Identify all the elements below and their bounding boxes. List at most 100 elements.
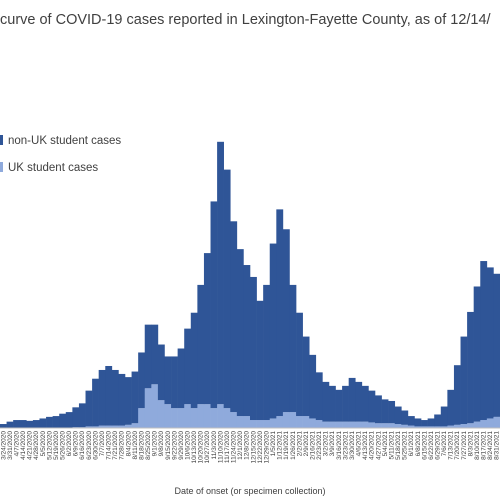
bar-segment	[177, 348, 185, 409]
x-tick-label: 6/16/2020	[79, 431, 86, 460]
x-tick-label: 4/7/2020	[13, 431, 20, 457]
bar-segment	[467, 423, 474, 428]
x-axis-label: Date of onset (or specimen collection)	[174, 486, 325, 496]
bar-segment	[59, 413, 67, 428]
x-tick-label: 3/2/2021	[323, 431, 330, 457]
x-tick-label: 12/1/2020	[237, 431, 244, 460]
bar-segment	[157, 344, 165, 401]
bar-segment	[421, 420, 428, 427]
x-tick-label: 3/9/2021	[329, 431, 336, 457]
bar-segment	[407, 425, 415, 428]
bar-segment	[434, 426, 442, 428]
bar-segment	[125, 424, 132, 428]
x-tick-label: 12/29/2020	[263, 431, 270, 464]
bar-segment	[13, 420, 21, 428]
bar-segment	[375, 423, 382, 428]
bar-segment	[460, 336, 468, 425]
x-tick-label: 2/16/2021	[310, 431, 317, 460]
bar-segment	[78, 403, 86, 428]
bar-segment	[473, 421, 481, 428]
bar-segment	[263, 420, 271, 428]
bar-segment	[105, 365, 113, 426]
x-tick-label: 7/20/2021	[454, 431, 461, 460]
bar-segment	[52, 416, 60, 428]
bar-segment	[302, 416, 310, 428]
bar-segment	[197, 284, 205, 405]
bar-segment	[342, 421, 349, 428]
bar-segment	[118, 373, 126, 426]
bar-segment	[105, 425, 113, 428]
bar-segment	[92, 378, 99, 427]
bar-segment	[256, 300, 264, 421]
bar-segment	[256, 420, 264, 428]
legend-swatch	[0, 162, 3, 172]
x-tick-label: 8/25/2020	[145, 431, 152, 460]
x-tick-label: 8/31/2021	[494, 431, 500, 460]
bar-segment	[302, 336, 310, 417]
bar-segment	[309, 354, 317, 419]
bar-segment	[230, 221, 238, 413]
x-tick-label: 10/13/2020	[191, 431, 198, 464]
x-tick-label: 1/5/2021	[270, 431, 277, 457]
bar-segment	[493, 416, 500, 428]
bar-segment	[210, 201, 218, 409]
bar-segment	[131, 371, 139, 424]
bar-segment	[342, 385, 349, 422]
x-tick-label: 9/22/2020	[171, 431, 178, 460]
bar-segment	[19, 420, 27, 428]
bar-segment	[361, 385, 369, 422]
bar-segment	[388, 423, 396, 428]
bar-segment	[72, 407, 80, 428]
bar-segment	[493, 273, 500, 417]
bar-segment	[480, 261, 488, 421]
bar-segment	[335, 389, 343, 422]
bar-segment	[111, 369, 119, 426]
bar-segment	[407, 416, 415, 426]
bar-segment	[276, 416, 284, 428]
bar-segment	[85, 426, 93, 428]
bar-segment	[92, 426, 99, 428]
legend-label: non-UK student cases	[8, 135, 121, 147]
bar-segment	[447, 389, 455, 426]
bar-segment	[197, 404, 205, 428]
x-tick-label: 11/17/2020	[224, 431, 231, 463]
x-tick-label: 3/23/2021	[342, 431, 349, 460]
bar-segment	[0, 424, 7, 428]
bar-segment	[282, 412, 290, 428]
bar-segment	[427, 418, 435, 427]
x-tick-label: 8/10/2021	[474, 431, 481, 460]
x-tick-label: 7/14/2020	[106, 431, 113, 460]
x-tick-label: 2/23/2021	[316, 431, 323, 460]
bar-segment	[138, 408, 146, 428]
x-tick-label: 5/18/2021	[395, 431, 402, 460]
bar-segment	[381, 399, 389, 424]
chart-title: curve of COVID-19 cases reported in Lexi…	[0, 12, 492, 28]
bar-segment	[138, 352, 146, 409]
bar-segment	[250, 276, 257, 421]
bar-segment	[309, 418, 317, 428]
bar-segment	[414, 418, 422, 427]
x-tick-label: 7/6/2021	[441, 431, 448, 457]
bar-segment	[144, 388, 152, 428]
x-tick-label: 3/30/2021	[349, 431, 356, 460]
bar-segment	[223, 408, 231, 428]
x-tick-label: 4/6/2021	[356, 431, 363, 457]
x-tick-label: 1/19/2021	[283, 431, 290, 460]
bar-segment	[269, 418, 277, 428]
bar-segment	[26, 420, 34, 428]
x-tick-label: 1/12/2021	[277, 431, 284, 460]
bar-segment	[355, 421, 363, 428]
x-tick-label: 10/6/2020	[185, 431, 192, 460]
bar-segment	[328, 421, 336, 428]
x-tick-label: 9/8/2020	[158, 431, 165, 457]
bar-segment	[427, 426, 435, 428]
bar-segment	[236, 249, 244, 417]
bar-segment	[322, 421, 330, 428]
legend-swatch	[0, 135, 3, 145]
bar-segment	[157, 400, 165, 428]
x-tick-label: 2/9/2021	[303, 431, 310, 457]
x-tick-label: 5/4/2021	[382, 431, 389, 457]
bar-segment	[453, 365, 461, 425]
x-tick-label: 7/13/2021	[448, 431, 455, 460]
